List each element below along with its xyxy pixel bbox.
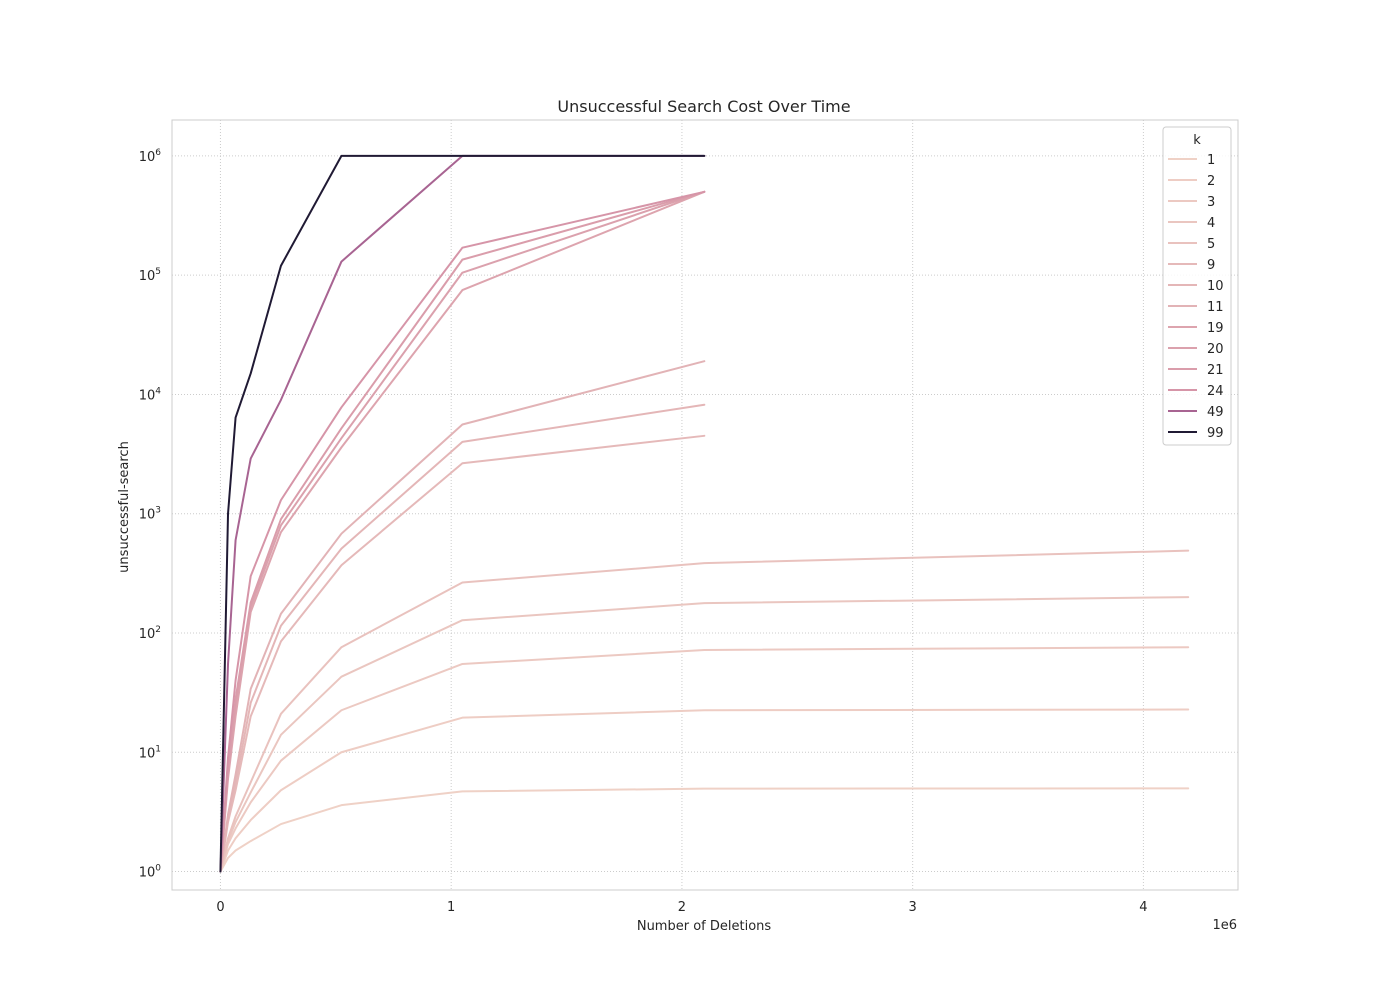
series-line-k21 xyxy=(219,190,706,873)
plot-frame xyxy=(171,119,1239,891)
legend: k 1 2 3 4 5 9 10 11 19 20 21 24 49 99 xyxy=(1162,126,1232,446)
series-lines xyxy=(219,154,1190,873)
legend-item-label: 20 xyxy=(1207,342,1224,357)
legend-item-label: 3 xyxy=(1207,195,1215,210)
x-axis-ticks: 0 1 2 3 4 xyxy=(216,900,1147,915)
legend-item-label: 9 xyxy=(1207,258,1215,273)
chart-title: Unsuccessful Search Cost Over Time xyxy=(557,97,850,116)
legend-title: k xyxy=(1193,133,1201,148)
y-tick-label: 103 xyxy=(139,506,161,523)
legend-item-label: 1 xyxy=(1207,153,1215,168)
y-tick-label: 105 xyxy=(139,267,161,284)
legend-item-label: 24 xyxy=(1207,384,1224,399)
legend-item-label: 5 xyxy=(1207,237,1215,252)
y-tick-label: 104 xyxy=(139,386,162,403)
series-line-k2 xyxy=(219,708,1190,873)
series-line-k11 xyxy=(219,360,706,873)
y-axis-label: unsuccessful-search xyxy=(117,441,132,573)
series-line-k3 xyxy=(219,646,1190,873)
legend-item-label: 4 xyxy=(1207,216,1215,231)
legend-item-label: 2 xyxy=(1207,174,1215,189)
series-line-k24 xyxy=(219,190,706,873)
series-line-k99 xyxy=(219,154,706,873)
legend-item-label: 99 xyxy=(1207,426,1224,441)
y-tick-label: 101 xyxy=(139,744,161,761)
legend-item-label: 49 xyxy=(1207,405,1224,420)
x-tick-label: 3 xyxy=(909,900,917,915)
y-tick-label: 102 xyxy=(139,625,161,642)
series-line-k5 xyxy=(219,549,1190,873)
x-tick-label: 2 xyxy=(678,900,686,915)
x-tick-label: 4 xyxy=(1139,900,1147,915)
x-tick-label: 1 xyxy=(447,900,455,915)
series-line-k1 xyxy=(219,787,1190,873)
legend-item-label: 19 xyxy=(1207,321,1224,336)
legend-item-label: 21 xyxy=(1207,363,1224,378)
x-axis-offset-text: 1e6 xyxy=(1212,918,1237,933)
y-axis-ticks: 100 101 102 103 104 105 106 xyxy=(139,148,162,881)
x-tick-label: 0 xyxy=(216,900,224,915)
legend-item-label: 10 xyxy=(1207,279,1224,294)
series-line-k49 xyxy=(219,154,706,873)
series-line-k4 xyxy=(219,596,1190,873)
y-tick-label: 100 xyxy=(139,864,162,881)
y-tick-label: 106 xyxy=(139,148,162,165)
legend-item-label: 11 xyxy=(1207,300,1224,315)
x-axis-label: Number of Deletions xyxy=(637,919,772,934)
